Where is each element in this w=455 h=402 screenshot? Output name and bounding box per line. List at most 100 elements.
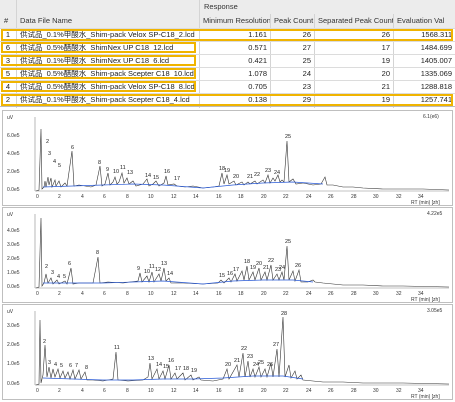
table-group-header-row: Response bbox=[0, 0, 455, 14]
peak-label: 14 bbox=[145, 173, 151, 179]
row-evaluation-value: 1288.818 bbox=[420, 82, 452, 91]
table-row[interactable]: 2 供试品_0.1%甲酸水_Shim-pack Scepter C18_4.lc… bbox=[0, 94, 455, 107]
svg-text:10: 10 bbox=[148, 194, 154, 200]
svg-text:4: 4 bbox=[54, 362, 57, 368]
svg-text:20: 20 bbox=[256, 261, 262, 267]
column-header-separated-peak-count[interactable]: Separated Peak Count bbox=[318, 16, 393, 25]
row-file-name: 供试品_0.1%甲酸水_Shim-pack Velox SP-C18_2.lcd bbox=[20, 30, 195, 39]
svg-text:6: 6 bbox=[103, 388, 106, 394]
grid-divider bbox=[0, 106, 455, 107]
row-separated-peak-count: 19 bbox=[381, 95, 390, 104]
chromatogram-panel-2[interactable]: uV 4.22e5 4.0e5 3.0e5 2.0e5 1.0e5 0.0e5 … bbox=[2, 207, 453, 303]
svg-text:34: 34 bbox=[418, 388, 424, 394]
row-peak-count: 29 bbox=[302, 95, 311, 104]
svg-text:0: 0 bbox=[36, 194, 39, 200]
svg-text:2: 2 bbox=[58, 291, 61, 297]
table-column-header-row: # Data File Name Minimum Resolution Peak… bbox=[0, 14, 455, 28]
x-axis-ticks: 0 2 4 6 8 10 12 14 16 18 20 22 24 26 28 … bbox=[36, 388, 424, 394]
svg-text:2: 2 bbox=[58, 194, 61, 200]
peak-label: 15 bbox=[153, 175, 159, 181]
svg-text:20: 20 bbox=[261, 194, 267, 200]
svg-text:14: 14 bbox=[193, 194, 199, 200]
svg-text:30: 30 bbox=[373, 388, 379, 394]
y-tick-label: 2.0e5 bbox=[7, 342, 20, 348]
svg-text:20: 20 bbox=[225, 362, 231, 368]
svg-text:22: 22 bbox=[268, 258, 274, 264]
peak-label: 6 bbox=[71, 145, 74, 151]
table-row[interactable]: 3 供试品_0.1%甲酸水_ShimNex UP C18_6.lcd 0.421… bbox=[0, 55, 455, 68]
chromatogram-1: uV 6.1(e6) 6.0e5 4.0e5 2.0e5 0.0e5 2 3 4… bbox=[7, 114, 450, 206]
svg-text:16: 16 bbox=[216, 194, 222, 200]
svg-text:18: 18 bbox=[244, 259, 250, 265]
svg-text:12: 12 bbox=[171, 388, 177, 394]
svg-text:10: 10 bbox=[144, 269, 150, 275]
svg-text:8: 8 bbox=[126, 291, 129, 297]
chromatogram-panel-3[interactable]: uV 3.05e5 3.0e5 2.0e5 1.0e5 0.0e5 2 3 4 … bbox=[2, 304, 453, 400]
y-tick-label: 4.0e5 bbox=[7, 228, 20, 234]
svg-text:30: 30 bbox=[373, 194, 379, 200]
row-min-resolution: 0.138 bbox=[248, 95, 267, 104]
row-separated-peak-count: 26 bbox=[381, 30, 390, 39]
svg-text:2: 2 bbox=[43, 339, 46, 345]
svg-text:12: 12 bbox=[155, 267, 161, 273]
table-row[interactable]: 4 供试品_0.5%醋酸水_Shim-pack Velox SP-C18_8.l… bbox=[0, 81, 455, 94]
column-header-peak-count[interactable]: Peak Count bbox=[274, 16, 314, 25]
svg-text:13: 13 bbox=[148, 356, 154, 362]
svg-text:19: 19 bbox=[191, 368, 197, 374]
row-separated-peak-count: 17 bbox=[381, 43, 390, 52]
svg-text:0: 0 bbox=[36, 388, 39, 394]
table-row[interactable]: 1 供试品_0.1%甲酸水_Shim-pack Velox SP-C18_2.l… bbox=[0, 29, 455, 42]
y-tick-label: 2.0e5 bbox=[7, 169, 20, 175]
row-index: 1 bbox=[5, 30, 11, 39]
column-header-index[interactable]: # bbox=[4, 16, 9, 25]
svg-text:4: 4 bbox=[81, 291, 84, 297]
svg-text:17: 17 bbox=[233, 267, 239, 273]
integration-baseline bbox=[42, 181, 324, 189]
svg-text:32: 32 bbox=[396, 388, 402, 394]
svg-text:4: 4 bbox=[81, 194, 84, 200]
grid-divider bbox=[314, 14, 315, 108]
table-row[interactable]: 5 供试品_0.5%醋酸水_Shim-pack Scepter C18_10.l… bbox=[0, 68, 455, 81]
peak-label: 4 bbox=[53, 159, 56, 165]
max-value-label: 6.1(e6) bbox=[423, 114, 439, 120]
row-separated-peak-count: 19 bbox=[381, 56, 390, 65]
y-tick-label: 1.0e5 bbox=[7, 270, 20, 276]
svg-text:23: 23 bbox=[275, 267, 281, 273]
peak-label: 18 bbox=[219, 166, 225, 172]
grid-divider bbox=[0, 93, 455, 94]
column-header-data-file-name[interactable]: Data File Name bbox=[20, 16, 73, 25]
column-header-evaluation-value[interactable]: Evaluation Val bbox=[397, 16, 445, 25]
svg-text:8: 8 bbox=[126, 388, 129, 394]
svg-text:24: 24 bbox=[253, 362, 259, 368]
column-header-minimum-resolution[interactable]: Minimum Resolution bbox=[203, 16, 270, 25]
svg-text:16: 16 bbox=[216, 291, 222, 297]
svg-text:34: 34 bbox=[418, 291, 424, 297]
svg-text:32: 32 bbox=[396, 291, 402, 297]
row-file-name: 供试品_0.1%甲酸水_Shim-pack Scepter C18_4.lcd bbox=[20, 95, 190, 104]
chromatogram-panel-1[interactable]: uV 6.1(e6) 6.0e5 4.0e5 2.0e5 0.0e5 2 3 4… bbox=[2, 110, 453, 206]
svg-text:28: 28 bbox=[351, 291, 357, 297]
y-tick-label: 0.0e5 bbox=[7, 187, 20, 193]
peak-label: 22 bbox=[254, 172, 260, 178]
peak-label: 17 bbox=[174, 176, 180, 182]
peak-label: 23 bbox=[265, 168, 271, 174]
peak-label: 24 bbox=[274, 170, 280, 176]
row-file-name: 供试品_0.5%醋酸水_ShimNex UP C18_12.lcd bbox=[20, 43, 174, 52]
svg-text:2: 2 bbox=[58, 388, 61, 394]
svg-text:18: 18 bbox=[183, 366, 189, 372]
y-tick-label: 4.0e5 bbox=[7, 151, 20, 157]
svg-text:24: 24 bbox=[279, 265, 285, 271]
table-row[interactable]: 6 供试品_0.5%醋酸水_ShimNex UP C18_12.lcd 0.57… bbox=[0, 42, 455, 55]
chromatogram-trace bbox=[35, 316, 450, 386]
svg-text:5: 5 bbox=[63, 274, 66, 280]
svg-text:23: 23 bbox=[247, 354, 253, 360]
grid-divider bbox=[270, 14, 271, 108]
svg-text:4: 4 bbox=[81, 388, 84, 394]
svg-text:11: 11 bbox=[114, 345, 120, 351]
svg-text:26: 26 bbox=[328, 194, 334, 200]
svg-text:10: 10 bbox=[148, 291, 154, 297]
grid-divider bbox=[0, 54, 455, 55]
row-min-resolution: 1.161 bbox=[248, 30, 267, 39]
peak-labels: 2 3 4 5 6 8 9 10 11 12 13 14 15 16 17 18… bbox=[45, 239, 301, 280]
peak-label: 20 bbox=[233, 174, 239, 180]
